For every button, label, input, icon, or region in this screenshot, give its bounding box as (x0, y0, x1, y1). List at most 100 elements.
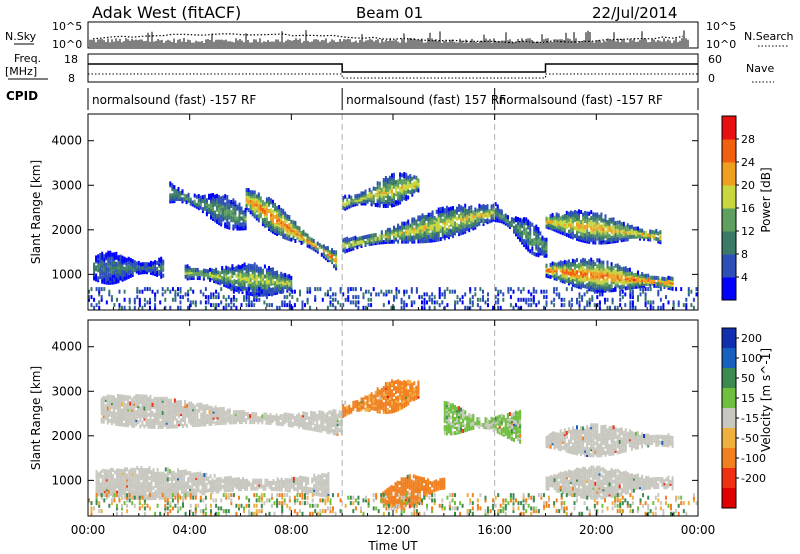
heatmap-cell (594, 286, 597, 291)
heatmap-cell (135, 265, 138, 270)
heatmap-cell (121, 408, 123, 413)
heatmap-cell (398, 289, 401, 294)
heatmap-cell (112, 413, 115, 418)
heatmap-cell (238, 206, 241, 211)
heatmap-cell (230, 305, 233, 310)
heatmap-cell (208, 413, 211, 418)
heatmap-cell (128, 469, 131, 474)
heatmap-cell (198, 270, 201, 275)
heatmap-cell (423, 305, 426, 310)
heatmap-cell (280, 228, 283, 232)
heatmap-cell (308, 236, 311, 241)
heatmap-cell (517, 297, 520, 302)
heatmap-cell (364, 189, 367, 194)
heatmap-cell (289, 413, 292, 418)
heatmap-cell (243, 280, 246, 285)
heatmap-cell (215, 289, 218, 294)
heatmap-cell (643, 230, 646, 235)
heatmap-cell (113, 274, 116, 279)
heatmap-cell (502, 297, 505, 302)
heatmap-cell (610, 225, 613, 230)
heatmap-cell (478, 211, 481, 216)
heatmap-cell (598, 280, 601, 285)
heatmap-cell (347, 295, 350, 300)
heatmap-cell (245, 287, 248, 292)
heatmap-cell (610, 262, 613, 267)
heatmap-cell (141, 394, 144, 399)
heatmap-cell (144, 484, 147, 489)
heatmap-cell (272, 287, 274, 292)
heatmap-cell (111, 480, 114, 485)
heatmap-cell (301, 303, 304, 308)
heatmap-cell (251, 264, 254, 269)
heatmap-cell (555, 212, 558, 217)
heatmap-cell (471, 303, 474, 308)
heatmap-cell (531, 222, 534, 227)
heatmap-cell (567, 277, 570, 282)
heatmap-cell (376, 189, 379, 194)
heatmap-cell (125, 267, 128, 272)
heatmap-cell (529, 227, 532, 232)
heatmap-cell (263, 284, 266, 289)
heatmap-cell (594, 268, 597, 273)
heatmap-cell (497, 300, 500, 305)
heatmap-cell (274, 289, 277, 294)
heatmap-cell (127, 417, 130, 422)
heatmap-cell (149, 297, 151, 302)
heatmap-cell (122, 485, 125, 490)
heatmap-cell (175, 412, 178, 417)
heatmap-cell (641, 228, 644, 233)
heatmap-cell (468, 228, 471, 233)
heatmap-cell (296, 229, 299, 234)
heatmap-cell (141, 305, 144, 310)
heatmap-cell (334, 415, 337, 420)
heatmap-cell (461, 300, 464, 305)
heatmap-cell (105, 300, 108, 305)
heatmap-cell (255, 194, 258, 199)
heatmap-cell (584, 276, 587, 281)
heatmap-cell (129, 421, 132, 426)
heatmap-cell (471, 295, 474, 300)
heatmap-cell (248, 300, 251, 305)
heatmap-cell (251, 208, 254, 213)
heatmap-cell (657, 276, 660, 281)
heatmap-cell (217, 292, 220, 297)
heatmap-cell (222, 406, 225, 411)
heatmap-cell (549, 224, 552, 229)
heatmap-cell (384, 230, 387, 234)
heatmap-cell (519, 227, 522, 232)
heatmap-cell (136, 494, 139, 498)
heatmap-cell (115, 255, 118, 260)
heatmap-cell (128, 305, 131, 310)
heatmap-cell (574, 265, 576, 270)
heatmap-cell (233, 267, 236, 271)
heatmap-cell (452, 222, 454, 227)
heatmap-cell (574, 234, 576, 239)
heatmap-cell (113, 252, 116, 257)
heatmap-cell (567, 259, 570, 264)
heatmap-cell (135, 394, 138, 398)
heatmap-cell (423, 292, 426, 297)
heatmap-cell (641, 232, 644, 237)
heatmap-cell (531, 238, 534, 243)
heatmap-cell (138, 300, 141, 305)
colorbar-swatch (722, 116, 736, 140)
heatmap-cell (391, 193, 393, 198)
heatmap-cell (125, 417, 128, 422)
heatmap-cell (403, 289, 406, 294)
heatmap-cell (181, 199, 184, 204)
heatmap-cell (480, 218, 483, 223)
heatmap-cell (293, 418, 296, 422)
heatmap-cell (329, 303, 332, 308)
heatmap-cell (121, 305, 123, 310)
heatmap-cell (300, 241, 303, 245)
heatmap-cell (352, 240, 355, 245)
heatmap-cell (569, 232, 572, 237)
heatmap-cell (620, 277, 623, 281)
nsky-panel: N.Sky 10^5 10^0 10^5 10^0 N.Search (5, 20, 794, 51)
heatmap-cell (288, 305, 291, 310)
heatmap-cell (476, 303, 479, 308)
heatmap-cell (243, 266, 246, 271)
heatmap-cell (512, 305, 515, 310)
heatmap-cell (194, 267, 197, 272)
